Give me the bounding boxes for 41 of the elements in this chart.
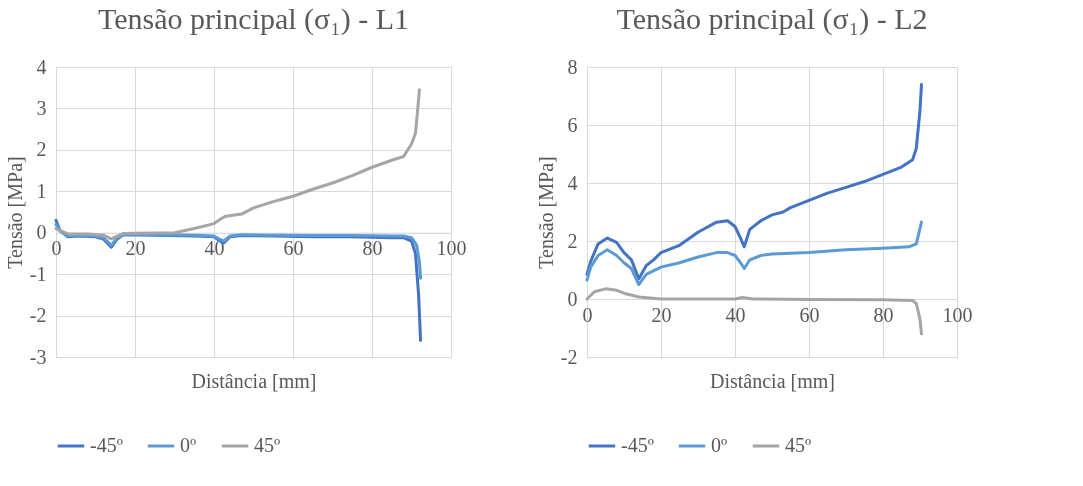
legend-label: 45º <box>785 434 812 456</box>
y-tick-label: 2 <box>36 138 47 161</box>
y-tick-label: -2 <box>29 304 47 327</box>
x-axis-title: Distância [mm] <box>191 369 317 392</box>
y-tick-label: -1 <box>29 262 47 285</box>
y-tick-label: 6 <box>567 113 578 136</box>
y-tick-label: 8 <box>567 55 578 78</box>
x-tick-label: 20 <box>651 303 672 326</box>
y-tick-label: -3 <box>29 345 47 368</box>
chart-title: Tensão principal (σ₁) - L2 <box>616 2 928 36</box>
x-tick-label: 0 <box>582 303 593 326</box>
line-series <box>585 82 923 281</box>
x-tick-label: 80 <box>873 303 894 326</box>
x-tick-label: 100 <box>942 303 973 326</box>
x-tick-label: 0 <box>51 237 62 260</box>
x-axis-title: Distância [mm] <box>710 369 835 392</box>
legend-label: 45º <box>254 434 281 456</box>
legend-label: 0º <box>711 434 728 456</box>
x-tick-label: 80 <box>362 237 383 260</box>
x-tick-label: 20 <box>125 237 146 260</box>
y-tick-label: 4 <box>36 55 47 78</box>
chart-title: Tensão principal (σ₁) - L1 <box>97 2 410 36</box>
line-series <box>585 220 923 286</box>
x-tick-label: 60 <box>799 303 820 326</box>
y-axis-title: Tensão [MPa] <box>3 156 26 269</box>
x-tick-label: 40 <box>725 303 746 326</box>
y-tick-label: 0 <box>567 287 578 310</box>
x-tick-label: 60 <box>283 237 304 260</box>
y-tick-label: 1 <box>36 179 47 202</box>
legend-label: 0º <box>180 434 197 456</box>
line-series <box>585 287 923 336</box>
legend-label: -45º <box>621 434 654 456</box>
y-tick-label: 0 <box>36 221 47 244</box>
y-tick-label: 4 <box>567 171 578 194</box>
y-tick-label: -2 <box>560 345 578 368</box>
line-series <box>54 88 421 241</box>
y-tick-label: 2 <box>567 229 578 252</box>
y-axis-title: Tensão [MPa] <box>534 156 557 269</box>
x-tick-label: 100 <box>436 237 467 260</box>
legend-label: -45º <box>90 434 123 456</box>
y-tick-label: 3 <box>36 96 47 119</box>
